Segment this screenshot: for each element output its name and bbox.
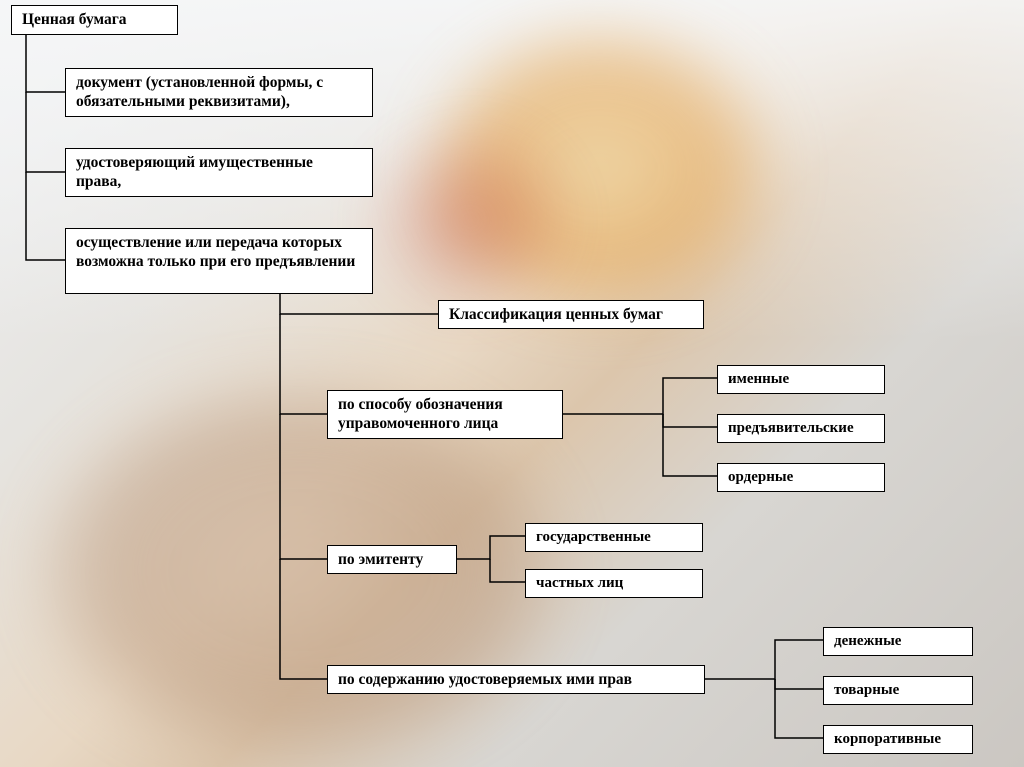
bg-blob-roof — [420, 20, 780, 320]
node-cat-1: по способу обозначения управомоченного л… — [327, 390, 563, 439]
node-cat-1b: предъявительские — [717, 414, 885, 443]
node-cat-2a: государственные — [525, 523, 703, 552]
node-cat-2b: частных лиц — [525, 569, 703, 598]
node-root1: Ценная бумага — [11, 5, 178, 35]
node-def-3: осуществление или передача которых возмо… — [65, 228, 373, 294]
node-cat-1a: именные — [717, 365, 885, 394]
node-cat-1c: ордерные — [717, 463, 885, 492]
node-def-2: удостоверяющий имущественные права, — [65, 148, 373, 197]
node-def-1: документ (установленной формы, с обязате… — [65, 68, 373, 117]
node-cat-3: по содержанию удостоверяемых ими прав — [327, 665, 705, 694]
node-cat-3a: денежные — [823, 627, 973, 656]
node-cat-2: по эмитенту — [327, 545, 457, 574]
node-cat-3c: корпоративные — [823, 725, 973, 754]
bg-blob-red — [360, 120, 580, 320]
node-cat-3b: товарные — [823, 676, 973, 705]
node-root2: Классификация ценных бумаг — [438, 300, 704, 329]
